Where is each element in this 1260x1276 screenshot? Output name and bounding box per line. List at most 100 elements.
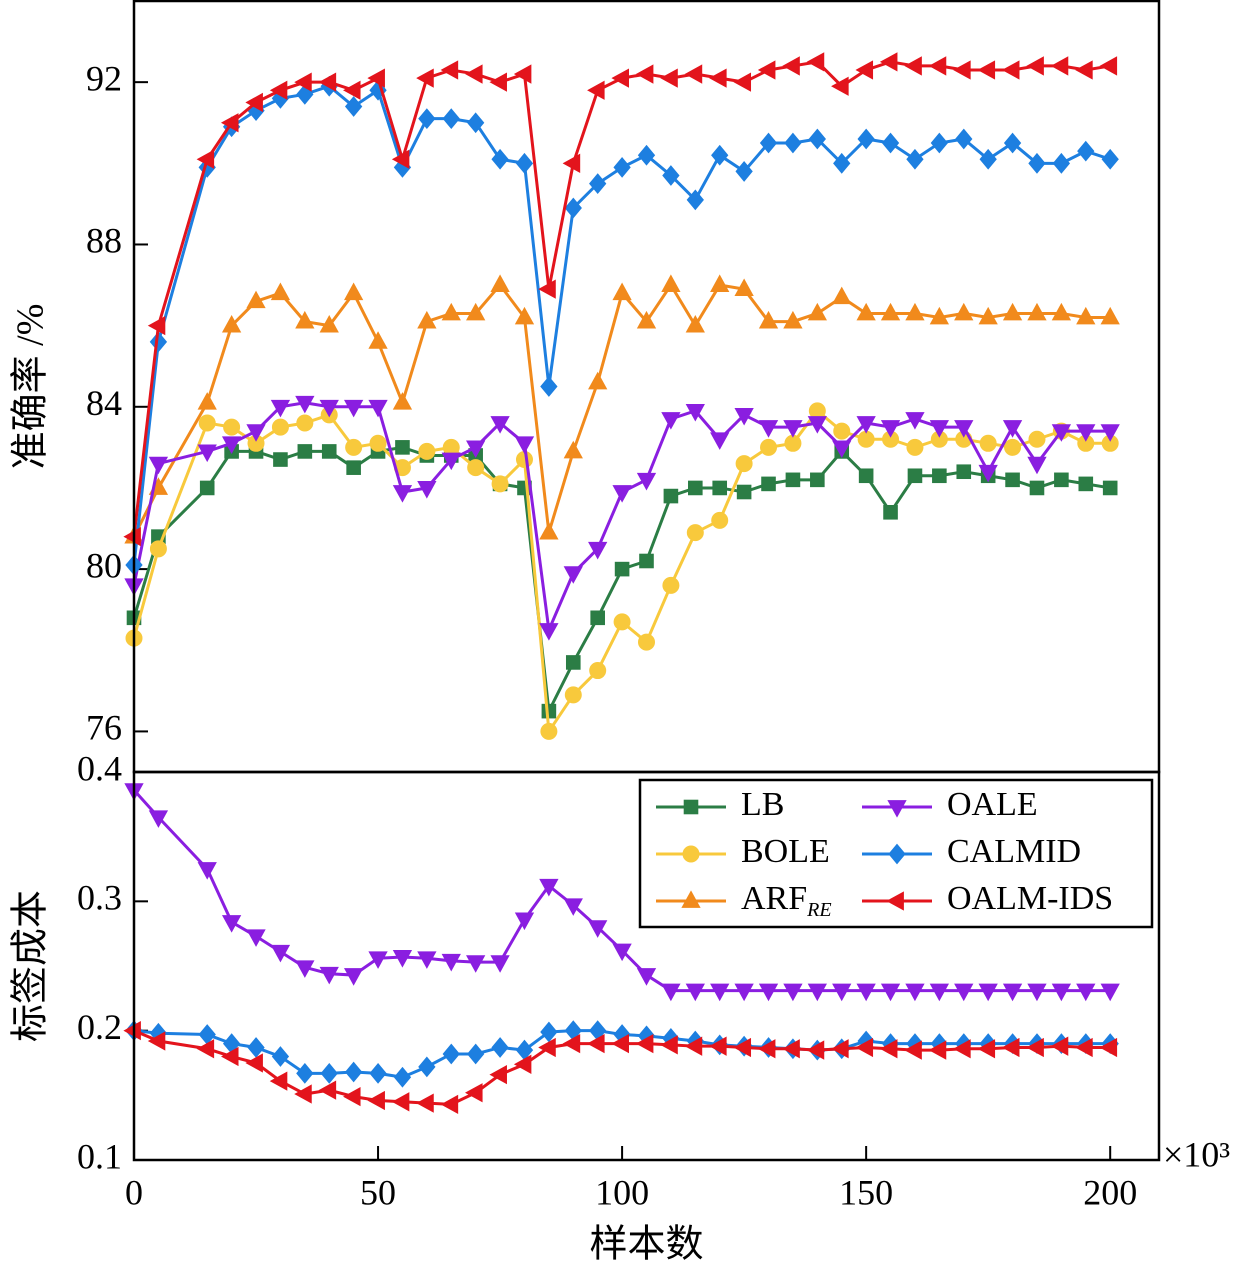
marker	[489, 1064, 507, 1085]
marker	[295, 960, 315, 978]
marker	[684, 1036, 703, 1056]
marker	[710, 983, 730, 1002]
marker	[757, 1039, 776, 1059]
marker	[928, 56, 947, 76]
y-tick-label: 0.2	[77, 1007, 122, 1047]
marker	[733, 1037, 752, 1058]
marker	[1028, 152, 1046, 174]
marker	[491, 1037, 509, 1058]
marker	[978, 306, 998, 325]
marker	[759, 132, 778, 154]
marker	[806, 1040, 825, 1060]
marker	[540, 376, 558, 397]
marker	[295, 395, 315, 414]
marker	[856, 302, 876, 321]
marker	[418, 1056, 436, 1078]
marker	[977, 1039, 996, 1059]
marker	[1004, 438, 1022, 456]
marker	[636, 968, 657, 986]
marker	[710, 432, 730, 450]
marker	[1100, 306, 1120, 325]
legend-label: LB	[741, 786, 784, 823]
marker	[393, 1066, 412, 1088]
marker	[887, 800, 907, 818]
marker	[880, 420, 901, 438]
marker	[758, 310, 779, 329]
marker	[857, 128, 875, 150]
marker	[880, 302, 901, 321]
marker	[1076, 983, 1096, 1002]
marker	[147, 1031, 166, 1051]
marker	[221, 314, 242, 333]
marker	[685, 314, 705, 333]
marker	[711, 144, 729, 166]
marker	[441, 452, 461, 471]
series-line	[133, 1029, 1111, 1106]
marker	[612, 282, 632, 301]
marker	[318, 72, 337, 92]
marker	[367, 68, 385, 88]
marker	[490, 955, 510, 973]
marker	[343, 968, 364, 986]
marker	[417, 481, 437, 499]
marker	[490, 416, 510, 434]
marker	[320, 1062, 338, 1084]
marker	[1029, 480, 1045, 496]
marker	[734, 408, 754, 426]
marker	[196, 1039, 215, 1059]
marker	[760, 438, 778, 456]
legend-subscript: RE	[806, 899, 831, 921]
marker	[682, 845, 700, 863]
marker	[587, 1033, 605, 1054]
marker	[879, 52, 898, 72]
marker	[269, 80, 288, 100]
marker	[540, 722, 558, 740]
series	[124, 274, 1120, 544]
marker	[346, 460, 361, 475]
marker	[711, 511, 729, 529]
series	[123, 1021, 1118, 1115]
marker	[588, 541, 608, 560]
marker	[514, 912, 535, 931]
marker	[223, 418, 241, 436]
marker	[343, 282, 364, 301]
marker	[1051, 983, 1072, 1002]
marker	[344, 96, 363, 117]
marker	[688, 480, 703, 496]
marker	[1099, 1037, 1118, 1058]
marker	[614, 561, 630, 577]
marker	[734, 278, 754, 297]
marker	[294, 1084, 312, 1104]
marker	[466, 302, 486, 321]
marker	[1054, 472, 1069, 488]
marker	[735, 161, 753, 182]
marker	[686, 189, 704, 211]
marker	[270, 282, 291, 301]
marker	[197, 862, 217, 880]
series	[123, 52, 1118, 547]
marker	[345, 438, 363, 456]
legend-label: ARFRE	[741, 880, 832, 921]
series-line	[132, 408, 1111, 736]
marker	[198, 414, 216, 432]
marker	[661, 412, 681, 430]
marker	[391, 149, 410, 169]
marker	[734, 983, 754, 1002]
marker	[197, 444, 217, 463]
marker	[147, 315, 166, 336]
marker	[270, 944, 291, 963]
series-line	[132, 84, 1111, 566]
marker	[832, 440, 852, 459]
marker	[833, 152, 851, 174]
marker	[661, 274, 681, 292]
marker	[886, 891, 904, 911]
marker	[1026, 1037, 1044, 1058]
marker	[1028, 430, 1046, 448]
marker	[904, 56, 922, 76]
marker	[296, 414, 314, 432]
marker	[1051, 424, 1072, 442]
marker	[538, 279, 556, 299]
series	[126, 440, 1118, 719]
marker	[1027, 983, 1047, 1002]
